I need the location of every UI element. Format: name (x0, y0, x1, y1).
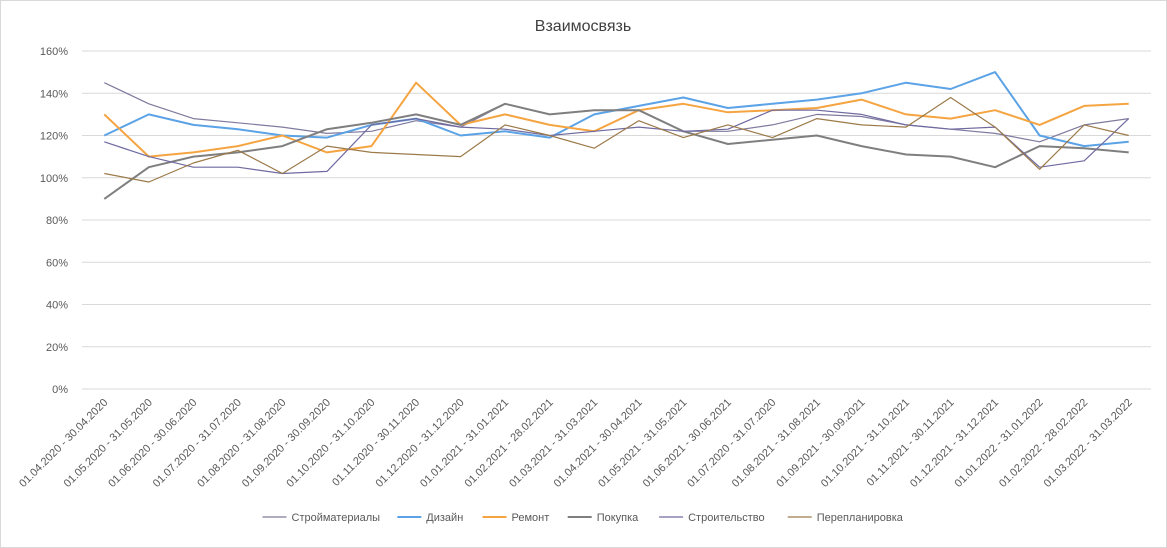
series-line-5 (104, 109, 1130, 175)
x-tick-label: 01.04.2021 - 30.04.2021 (552, 397, 645, 490)
y-tick-label: 140% (40, 88, 68, 100)
x-tick-label: 01.09.2021 - 30.09.2021 (774, 397, 867, 490)
x-tick-label: 01.05.2021 - 31.05.2021 (596, 397, 689, 490)
legend-label: Строительство (688, 512, 765, 524)
series-lines (103, 71, 1130, 200)
x-tick-label: 01.10.2021 - 31.10.2021 (819, 397, 912, 490)
legend-item: Дизайн (397, 512, 463, 524)
series-line-6 (104, 96, 1129, 183)
legend-item: Стройматериалы (262, 512, 381, 524)
y-tick-label: 60% (46, 257, 68, 269)
x-tick-label: 01.03.2021 - 31.03.2021 (507, 397, 600, 490)
x-tick-label: 01.12.2020 - 31.12.2020 (373, 397, 466, 490)
x-tick-label: 01.12.2021 - 31.12.2021 (908, 397, 1001, 490)
x-tick-label: 01.10.2020 - 31.10.2020 (284, 397, 377, 490)
legend-label: Перепланировка (817, 512, 904, 524)
x-tick-label: 01.06.2021 - 30.06.2021 (641, 397, 734, 490)
x-tick-label: 01.07.2020 - 31.07.2020 (151, 397, 244, 490)
y-tick-label: 160% (40, 46, 68, 58)
y-tick-label: 120% (40, 131, 68, 143)
x-tick-label: 01.06.2020 - 30.06.2020 (106, 397, 199, 490)
x-tick-label: 01.04.2020 - 30.04.2020 (17, 397, 110, 490)
legend-label: Ремонт (512, 512, 550, 524)
legend-label: Покупка (597, 512, 639, 524)
x-tick-label: 01.02.2021 - 28.02.2021 (463, 397, 556, 490)
legend: Стройматериалы Дизайн Ремонт Покупка Строите… (262, 512, 904, 524)
y-tick-label: 0% (52, 384, 68, 396)
x-tick-label: 01.11.2021 - 30.11.2021 (865, 397, 957, 489)
x-tick-label: 01.01.2022 - 31.01.2022 (953, 397, 1046, 490)
y-axis-ticks: 0% 20% 40% 60% 80% 100% 120% 140% 160% (40, 46, 68, 396)
y-tick-label: 100% (40, 173, 68, 185)
x-tick-label: 01.01.2021 - 31.01.2021 (418, 397, 511, 490)
series-line-4 (103, 102, 1129, 200)
legend-label: Стройматериалы (292, 512, 381, 524)
x-tick-label: 01.08.2020 - 31.08.2020 (195, 397, 288, 490)
legend-item: Ремонт (482, 512, 550, 524)
x-tick-label: 01.02.2022 - 28.02.2022 (997, 397, 1090, 490)
legend-item: Перепланировка (787, 512, 904, 524)
legend-item: Покупка (567, 512, 639, 524)
gridlines (82, 50, 1151, 390)
series-line-3 (103, 81, 1129, 158)
x-tick-label: 01.03.2022 - 31.03.2022 (1042, 397, 1135, 490)
y-tick-label: 80% (46, 215, 68, 227)
x-tick-label: 01.11.2020 - 30.11.2020 (330, 397, 422, 489)
legend-label: Дизайн (426, 512, 463, 524)
y-tick-label: 40% (46, 300, 68, 312)
y-tick-label: 20% (46, 342, 68, 354)
chart-title: Взаимосвязь (535, 18, 631, 35)
x-tick-label: 01.07.2020 - 31.07.2020 (685, 397, 778, 490)
x-tick-label: 01.05.2020 - 31.05.2020 (62, 397, 155, 490)
x-tick-label: 01.08.2021 - 31.08.2021 (730, 397, 823, 490)
legend-item: Строительство (659, 512, 765, 524)
x-tick-label: 01.09.2020 - 30.09.2020 (240, 397, 333, 490)
